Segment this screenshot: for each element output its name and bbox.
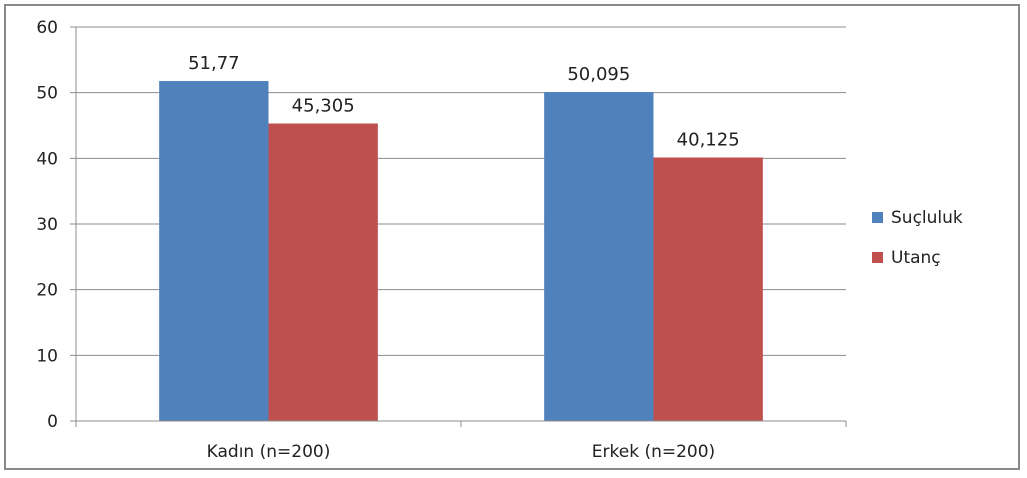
- legend-entry: Suçluluk: [891, 208, 963, 228]
- bar: [653, 157, 763, 421]
- legend-swatch: [872, 252, 883, 263]
- x-tick-label: Erkek (n=200): [592, 442, 715, 462]
- data-label: 50,095: [567, 64, 630, 85]
- y-axis: 0 10 20 30 40 50 60: [36, 18, 77, 432]
- y-tick-label: 30: [36, 215, 58, 235]
- chart-frame: 0 10 20 30 40 50 60 51,77 45,305 50,095 40,125 Ka…: [4, 4, 1020, 470]
- y-tick-label: 50: [36, 84, 58, 104]
- bar: [544, 92, 654, 421]
- x-tick-label: Kadın (n=200): [207, 442, 331, 462]
- legend-entry: Utanç: [891, 248, 941, 268]
- bar: [268, 123, 378, 422]
- y-tick-label: 0: [47, 412, 58, 432]
- x-axis: Kadın (n=200) Erkek (n=200): [75, 420, 847, 462]
- y-tick-label: 20: [36, 281, 58, 301]
- y-tick-label: 40: [36, 149, 58, 169]
- data-label: 45,305: [292, 95, 355, 116]
- y-tick-label: 10: [36, 346, 58, 366]
- legend-swatch: [872, 212, 883, 223]
- bar-chart: 0 10 20 30 40 50 60 51,77 45,305 50,095 40,125 Ka…: [36, 18, 963, 462]
- bar: [159, 81, 269, 421]
- bars: 51,77 45,305 50,095 40,125: [159, 53, 763, 422]
- data-label: 51,77: [188, 53, 240, 74]
- legend: Suçluluk Utanç: [872, 208, 963, 268]
- data-label: 40,125: [677, 130, 740, 151]
- y-tick-label: 60: [36, 18, 58, 38]
